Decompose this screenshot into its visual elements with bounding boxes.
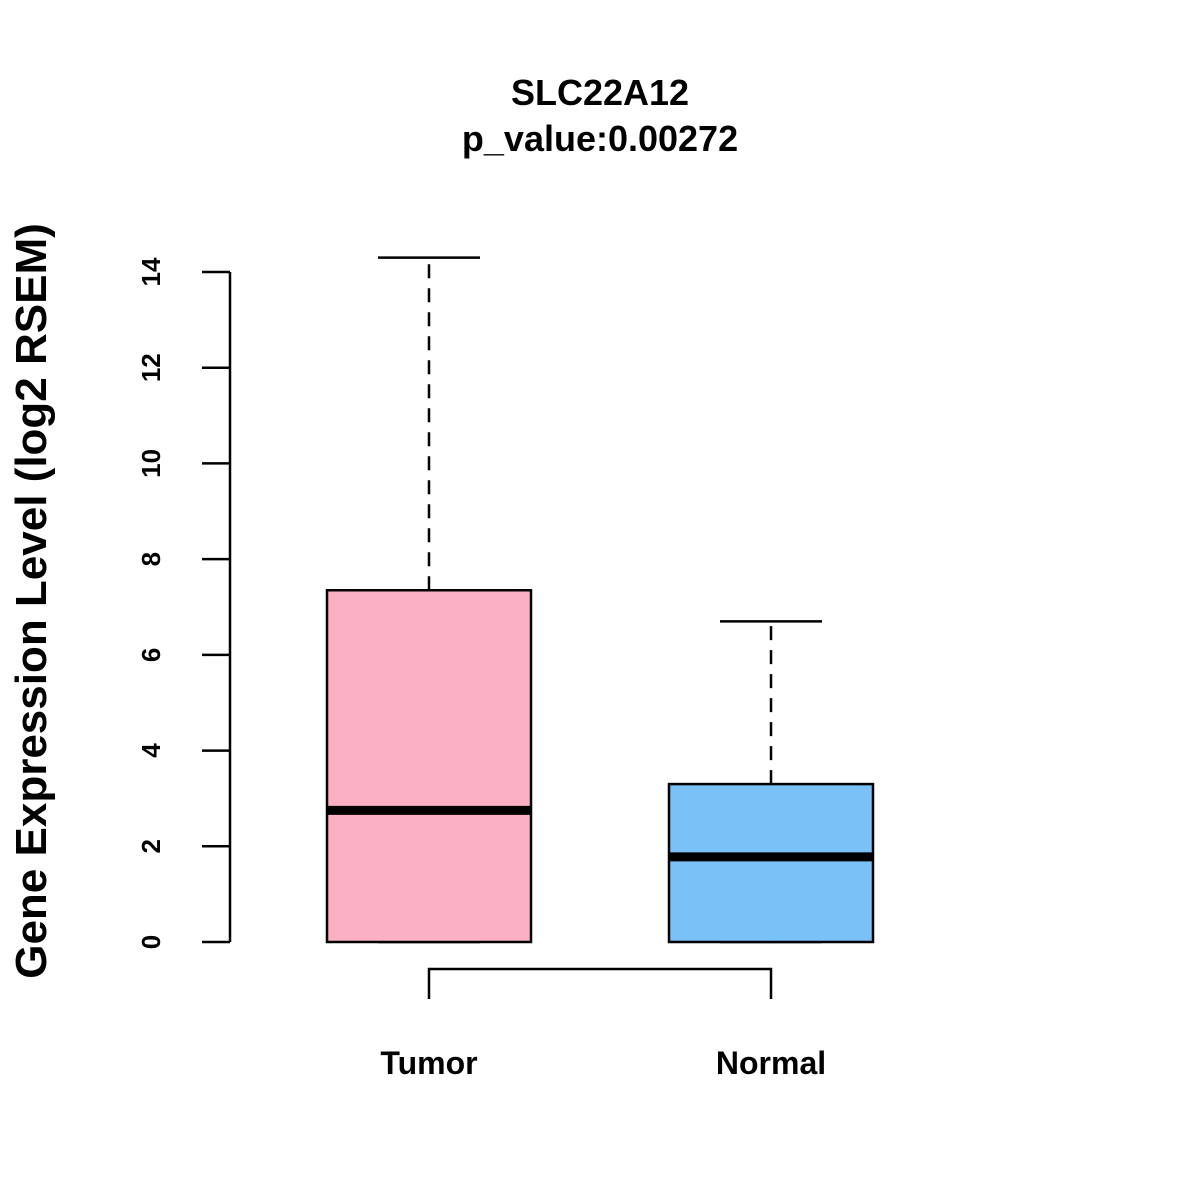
y-tick-label-6: 6 — [136, 648, 166, 662]
y-tick-label-2: 2 — [136, 839, 166, 853]
box-series — [325, 256, 875, 944]
y-axis-label: Gene Expression Level (log2 RSEM) — [7, 223, 56, 979]
normal-box — [667, 782, 875, 944]
y-tick-label-4: 4 — [136, 743, 166, 758]
y-tick-label-12: 12 — [136, 353, 166, 382]
chart-title: SLC22A12 — [511, 72, 689, 113]
comparison-bracket — [427, 967, 773, 999]
y-tick-label-0: 0 — [136, 935, 166, 949]
bracket-line — [427, 967, 773, 999]
category-labels: Tumor Normal — [380, 1045, 826, 1081]
y-tick-label-10: 10 — [136, 449, 166, 478]
y-tick-label-14: 14 — [136, 257, 166, 286]
x-category-label-normal: Normal — [716, 1045, 826, 1081]
tumor-box-group — [325, 256, 533, 944]
chart-subtitle: p_value:0.00272 — [462, 118, 738, 159]
normal-box-group — [667, 620, 875, 944]
tumor-box — [325, 589, 533, 944]
y-axis: 0 2 4 6 8 10 12 14 — [136, 257, 232, 949]
y-tick-label-8: 8 — [136, 552, 166, 566]
x-category-label-tumor: Tumor — [380, 1045, 477, 1081]
